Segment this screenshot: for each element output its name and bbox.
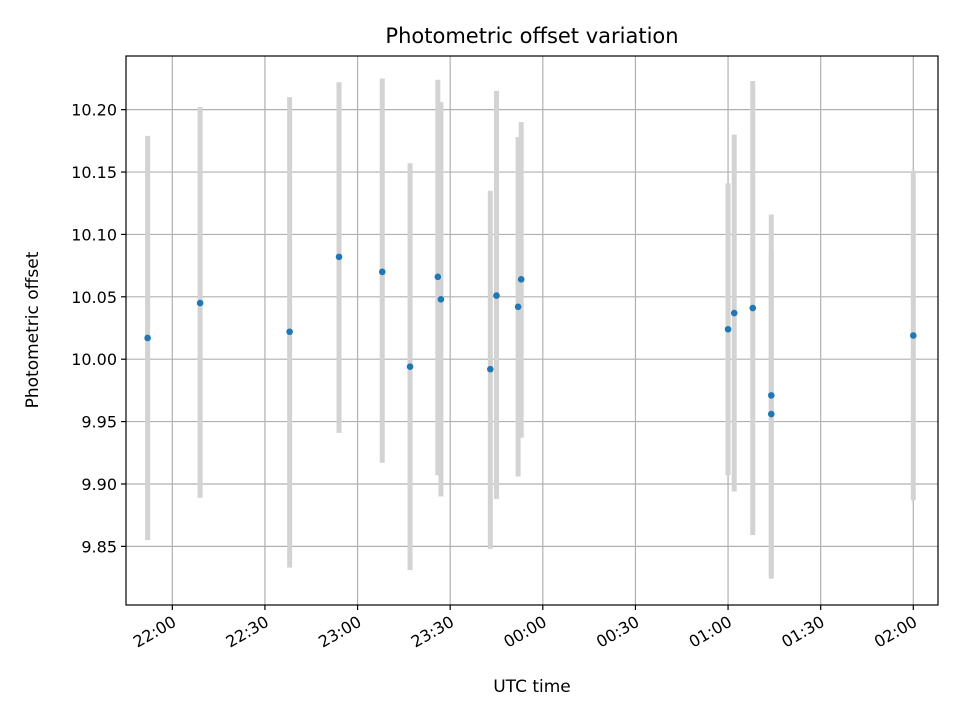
- data-point: [144, 334, 151, 342]
- x-axis-label: UTC time: [493, 677, 571, 697]
- data-points: [144, 253, 917, 418]
- data-point: [749, 304, 757, 312]
- y-tick-label: 10.20: [71, 101, 117, 120]
- y-axis-label: Photometric offset: [23, 251, 43, 408]
- y-tick-label: 10.15: [71, 163, 117, 182]
- y-tick-label: 9.90: [81, 475, 117, 494]
- data-point: [286, 328, 293, 336]
- data-point: [437, 296, 445, 303]
- error-bars: [145, 78, 916, 579]
- data-point: [434, 273, 442, 281]
- data-point: [724, 325, 732, 333]
- x-tick-label: 23:00: [315, 612, 364, 652]
- x-tick-label: 23:30: [408, 612, 457, 652]
- data-point: [493, 292, 500, 299]
- data-point: [514, 303, 522, 311]
- x-tick-label: 02:00: [871, 612, 920, 652]
- data-point: [517, 276, 525, 283]
- y-axis-ticks: 9.85 9.90 9.95 10.00 10.05 10.10 10.15 10.20: [71, 101, 126, 556]
- data-point: [767, 392, 775, 399]
- x-tick-label: 01:00: [686, 612, 735, 652]
- y-tick-label: 10.05: [71, 288, 117, 307]
- grid: [126, 56, 938, 605]
- data-point: [767, 410, 775, 418]
- data-point: [406, 363, 414, 370]
- data-point: [196, 299, 204, 307]
- x-tick-label: 01:30: [778, 612, 827, 652]
- data-point: [378, 268, 386, 276]
- data-point: [730, 309, 738, 317]
- y-tick-label: 9.85: [81, 537, 117, 556]
- y-tick-label: 10.10: [71, 225, 117, 244]
- y-tick-label: 10.00: [71, 350, 117, 369]
- data-point: [487, 365, 494, 373]
- plot-frame: [125, 55, 939, 606]
- x-tick-label: 22:30: [223, 612, 272, 652]
- data-point: [335, 253, 343, 261]
- y-tick-label: 9.95: [81, 413, 117, 432]
- x-tick-label: 00:00: [500, 612, 549, 652]
- data-point: [910, 332, 917, 339]
- x-tick-label: 00:30: [593, 612, 642, 652]
- x-axis-ticks: 22:00 22:30 23:00 23:30 00:00 00:30 01:00 01:30…: [130, 605, 920, 652]
- chart-title: Photometric offset variation: [385, 24, 678, 48]
- x-tick-label: 22:00: [130, 612, 179, 652]
